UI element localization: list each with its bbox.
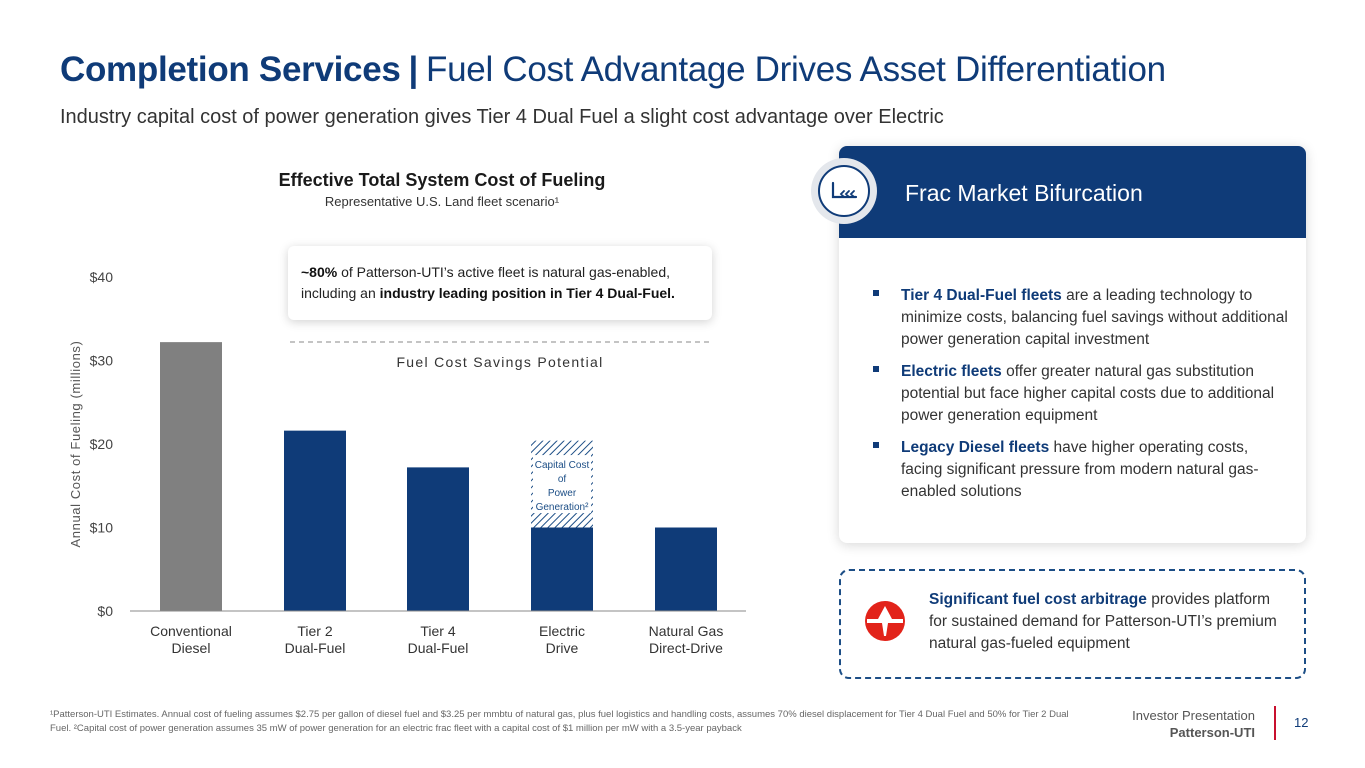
y-tick-label: $20: [90, 436, 114, 452]
frac-market-panel: Frac Market Bifurcation: [839, 146, 1306, 543]
footer-divider: [1274, 706, 1276, 740]
footnote: ¹Patterson-UTI Estimates. Annual cost of…: [50, 709, 1069, 734]
chart-subtitle: Representative U.S. Land fleet scenario¹: [324, 194, 560, 209]
panel-header: Frac Market Bifurcation: [839, 146, 1306, 238]
page-title: Completion Services | Fuel Cost Advantage …: [60, 50, 1166, 90]
arbitrage-text: Significant fuel cost arbitrage provides…: [929, 589, 1289, 655]
capital-cost-label: of: [558, 474, 567, 485]
arbitrage-bold: Significant fuel cost arbitrage: [929, 591, 1147, 608]
callout-percentage: ~80%: [301, 264, 338, 280]
bullet-square-icon: [873, 290, 879, 296]
footer-label: Investor Presentation Patterson-UTI: [1090, 707, 1255, 741]
title-separator: |: [408, 50, 419, 89]
bullet-square-icon: [873, 442, 879, 448]
bullet-diesel-text: have higher operating costs, facing sign…: [901, 439, 1259, 500]
capital-cost-label: Generation²: [536, 502, 589, 513]
callout-highlight: industry leading position in Tier 4 Dual…: [379, 285, 675, 301]
bullet-square-icon: [873, 366, 879, 372]
arbitrage-callout-box: [839, 569, 1306, 679]
chart-title: Effective Total System Cost of Fueling: [278, 170, 606, 190]
bullet-tier4: Tier 4 Dual-Fuel fleets are a leading te…: [870, 285, 1290, 351]
callout-text: of Patterson-UTI’s active fleet is natur…: [301, 264, 671, 301]
arbitrage-rest: provides platform for sustained demand f…: [929, 591, 1277, 652]
page-number: 12: [1294, 715, 1309, 730]
x-tick-label: Dual-Fuel: [408, 640, 469, 656]
bar: [284, 430, 346, 611]
x-tick-label: Natural Gas: [649, 623, 724, 639]
fuel-savings-label: Fuel Cost Savings Potential: [340, 354, 660, 370]
title-section: Completion Services: [60, 50, 401, 89]
bullet-tier4-text: are a leading technology to minimize cos…: [901, 287, 1288, 348]
x-tick-label: Diesel: [172, 640, 211, 656]
bar: [531, 527, 593, 611]
x-tick-label: Electric: [539, 623, 585, 639]
frac-fleet-icon: [818, 165, 870, 217]
bullet-tier4-bold: Tier 4 Dual-Fuel fleets: [901, 287, 1062, 304]
bullet-electric-bold: Electric fleets: [901, 363, 1002, 380]
bullet-electric: Electric fleets offer greater natural ga…: [870, 361, 1290, 427]
fleet-callout-box: ~80% of Patterson-UTI’s active fleet is …: [288, 246, 712, 320]
bar-group: Capital Cost of Power Generation²: [160, 342, 717, 611]
x-tick-label: Direct-Drive: [649, 640, 723, 656]
y-tick-label: $10: [90, 520, 114, 536]
fueling-cost-chart: $0 $10 $20 $30 $40 Capital Cost of Power Genera…: [68, 269, 746, 656]
bullet-diesel-bold: Legacy Diesel fleets: [901, 439, 1050, 456]
bar: [160, 342, 222, 611]
footer-presentation-label: Investor Presentation: [1132, 708, 1255, 723]
bifurcation-bullet-list: Tier 4 Dual-Fuel fleets are a leading te…: [870, 285, 1290, 513]
x-tick-label: Dual-Fuel: [285, 640, 346, 656]
panel-title: Frac Market Bifurcation: [905, 180, 1143, 206]
y-axis: $0 $10 $20 $30 $40: [90, 269, 114, 619]
capital-cost-label-bg: [533, 455, 591, 514]
title-topic: Fuel Cost Advantage Drives Asset Differe…: [426, 50, 1166, 89]
capital-cost-label: Capital Cost: [535, 460, 590, 471]
x-tick-label: Tier 4: [420, 623, 455, 639]
patterson-uti-logo: [865, 601, 905, 641]
y-tick-label: $40: [90, 269, 114, 285]
x-tick-label: Drive: [546, 640, 579, 656]
bullet-diesel: Legacy Diesel fleets have higher operati…: [870, 437, 1290, 503]
bar: [407, 467, 469, 611]
page-subtitle: Industry capital cost of power generatio…: [60, 106, 944, 128]
y-axis-label: Annual Cost of Fueling (millions): [68, 341, 83, 548]
capital-cost-label: Power: [548, 488, 577, 499]
footer-company-label: Patterson-UTI: [1169, 725, 1255, 740]
x-tick-label: Tier 2: [297, 623, 332, 639]
x-tick-label: Conventional: [150, 623, 232, 639]
y-tick-label: $30: [90, 353, 114, 369]
bullet-electric-text: offer greater natural gas substitution p…: [901, 363, 1275, 424]
bar: [655, 527, 717, 611]
y-tick-label: $0: [97, 603, 113, 619]
